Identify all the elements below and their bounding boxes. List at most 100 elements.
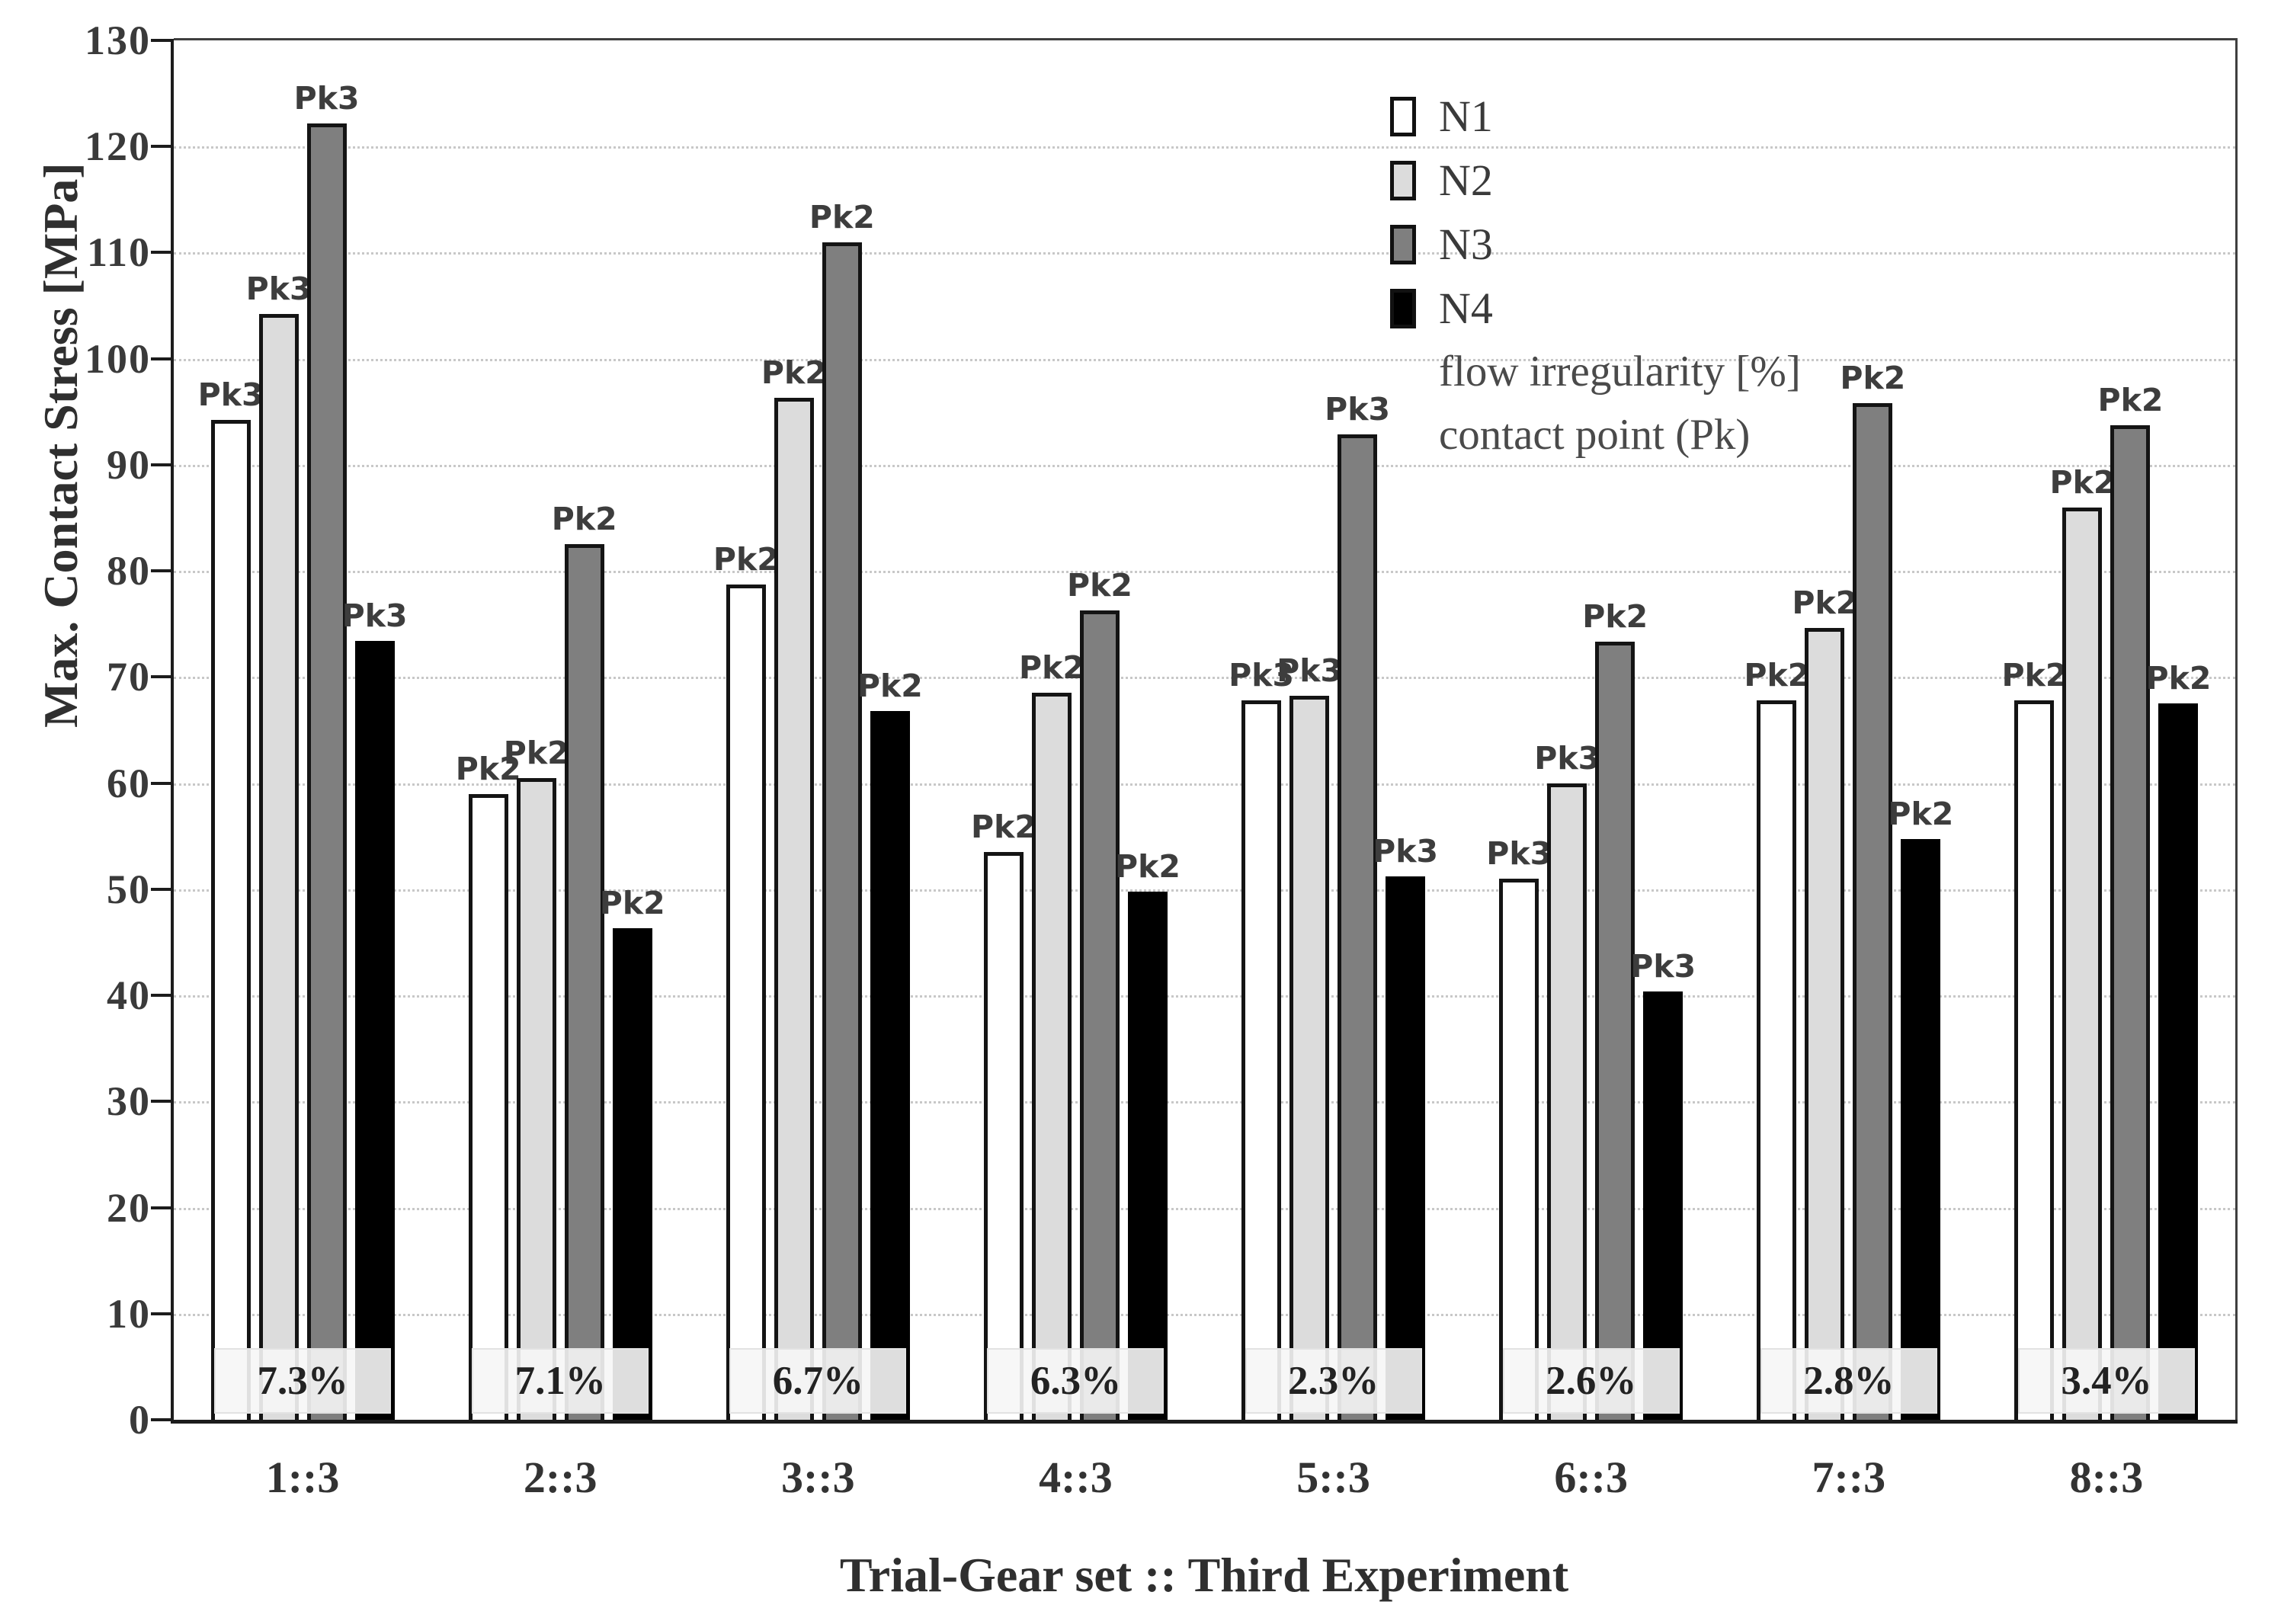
pk-label-n4-4::3: Pk2 — [1115, 847, 1181, 885]
gridline-100 — [174, 358, 2235, 361]
x-tick-label-8::3: 8::3 — [2069, 1453, 2144, 1502]
pk-label-n4-1::3: Pk3 — [341, 597, 408, 635]
x-axis-title: Trial-Gear set :: Third Experiment — [839, 1548, 1569, 1602]
bar-n1-6::3 — [1499, 878, 1539, 1420]
bar-n1-4::3 — [983, 852, 1024, 1420]
y-tick-label-90: 90 — [107, 441, 151, 488]
bar-group-4::3: Pk2 Pk2 Pk2 Pk2 6.3% 4::3 — [947, 40, 1204, 1502]
y-tick-label-50: 50 — [107, 866, 151, 912]
bar-n4-8::3 — [2158, 703, 2199, 1420]
bar-n1-2::3 — [468, 793, 508, 1420]
pk-label-n3-6::3: Pk2 — [1582, 598, 1648, 636]
bar-n3-8::3 — [2110, 425, 2151, 1420]
y-tick-mark-80 — [151, 569, 174, 573]
legend-swatch-n4 — [1390, 289, 1416, 328]
gridline-120 — [174, 146, 2235, 149]
gridline-90 — [174, 464, 2235, 467]
bar-n3-4::3 — [1079, 610, 1120, 1420]
pk-label-n3-5::3: Pk3 — [1325, 390, 1390, 428]
y-tick-label-80: 80 — [107, 548, 151, 594]
y-tick-label-0: 0 — [129, 1397, 151, 1443]
bar-n4-3::3 — [870, 710, 910, 1420]
y-tick-mark-120 — [151, 145, 174, 149]
pk-label-n1-5::3: Pk3 — [1229, 657, 1294, 694]
flow-irregularity-label-7::3: 2.8% — [1760, 1348, 1937, 1414]
pk-label-n4-3::3: Pk2 — [857, 667, 923, 704]
pk-label-n1-1::3: Pk3 — [197, 376, 264, 414]
bar-n4-4::3 — [1127, 891, 1168, 1420]
bar-n2-7::3 — [1805, 628, 1845, 1420]
gridline-110 — [174, 252, 2235, 255]
pk-label-n4-7::3: Pk2 — [1888, 796, 1954, 833]
bar-n2-1::3 — [258, 314, 299, 1420]
pk-label-n2-4::3: Pk2 — [1019, 649, 1084, 687]
pk-label-n1-4::3: Pk2 — [971, 809, 1036, 846]
bar-group-7::3: Pk2 Pk2 Pk2 Pk2 2.8% 7::3 — [1720, 40, 1978, 1502]
bar-n3-2::3 — [564, 544, 604, 1420]
pk-label-n2-5::3: Pk3 — [1277, 652, 1342, 690]
bar-n3-7::3 — [1853, 403, 1893, 1420]
flow-irregularity-label-6::3: 2.6% — [1502, 1348, 1680, 1414]
pk-label-n2-2::3: Pk2 — [503, 734, 569, 771]
bar-n1-3::3 — [726, 585, 766, 1420]
legend-label-n4: N4 — [1439, 283, 1493, 333]
legend-item-n2: N2 — [1390, 149, 1801, 213]
pk-label-n1-7::3: Pk2 — [1744, 657, 1810, 694]
bar-n1-7::3 — [1757, 700, 1797, 1420]
pk-label-n4-5::3: Pk3 — [1373, 833, 1438, 870]
pk-label-n2-3::3: Pk2 — [761, 354, 827, 392]
legend-swatch-n1 — [1390, 97, 1416, 136]
legend-swatch-n2 — [1390, 161, 1416, 200]
gridline-30 — [174, 1101, 2235, 1104]
pk-label-n1-2::3: Pk2 — [455, 750, 521, 787]
y-tick-label-110: 110 — [86, 229, 151, 276]
pk-label-n3-2::3: Pk2 — [551, 501, 617, 538]
y-tick-mark-90 — [151, 463, 174, 466]
y-tick-label-120: 120 — [85, 123, 151, 170]
bar-n2-2::3 — [516, 777, 556, 1420]
bar-n2-4::3 — [1031, 693, 1072, 1420]
bar-n3-1::3 — [306, 123, 347, 1420]
pk-label-n4-6::3: Pk3 — [1630, 947, 1696, 985]
y-tick-mark-30 — [151, 1100, 174, 1103]
bar-n3-5::3 — [1338, 434, 1378, 1420]
gridline-80 — [174, 571, 2235, 574]
pk-label-n1-6::3: Pk3 — [1486, 834, 1552, 872]
x-tick-label-6::3: 6::3 — [1554, 1453, 1629, 1502]
y-tick-label-60: 60 — [107, 760, 151, 806]
legend: N1 N2 N3 N4 flow irregularity [%] contact poi… — [1390, 85, 1801, 466]
x-axis-line — [171, 1420, 2238, 1424]
flow-irregularity-label-1::3: 7.3% — [214, 1348, 392, 1414]
bar-group-6::3: Pk3 Pk3 Pk2 Pk3 2.6% 6::3 — [1462, 40, 1720, 1502]
pk-label-n3-1::3: Pk3 — [293, 79, 360, 117]
y-tick-mark-10 — [151, 1312, 174, 1315]
pk-label-n2-8::3: Pk2 — [2049, 463, 2116, 501]
bar-n2-5::3 — [1289, 696, 1330, 1420]
y-tick-mark-130 — [151, 39, 174, 42]
x-tick-label-7::3: 7::3 — [1812, 1453, 1886, 1502]
flow-irregularity-label-8::3: 3.4% — [2017, 1348, 2195, 1414]
y-tick-mark-110 — [151, 251, 174, 255]
gridline-70 — [174, 677, 2235, 680]
flow-irregularity-label-3::3: 6.7% — [729, 1348, 907, 1414]
legend-item-n3: N3 — [1390, 213, 1801, 277]
pk-label-n2-6::3: Pk3 — [1534, 739, 1600, 777]
legend-extra-line-2: contact point (Pk) — [1439, 410, 1751, 459]
y-tick-mark-60 — [151, 781, 174, 785]
x-tick-label-4::3: 4::3 — [1039, 1453, 1113, 1502]
gridline-50 — [174, 889, 2235, 892]
y-tick-label-30: 30 — [107, 1078, 151, 1125]
y-tick-label-130: 130 — [85, 18, 151, 63]
legend-swatch-n3 — [1390, 225, 1416, 264]
x-tick-label-3::3: 3::3 — [780, 1453, 855, 1502]
y-tick-label-100: 100 — [85, 335, 151, 382]
bar-n3-3::3 — [822, 242, 862, 1420]
bar-n1-1::3 — [210, 420, 251, 1420]
pk-label-n4-8::3: Pk2 — [2145, 660, 2212, 697]
legend-label-n3: N3 — [1439, 219, 1493, 269]
bar-n1-8::3 — [2014, 700, 2055, 1420]
pk-label-n3-7::3: Pk2 — [1840, 360, 1906, 397]
pk-label-n1-3::3: Pk2 — [713, 541, 779, 578]
bar-n4-5::3 — [1386, 876, 1426, 1420]
pk-label-n2-7::3: Pk2 — [1792, 585, 1858, 622]
